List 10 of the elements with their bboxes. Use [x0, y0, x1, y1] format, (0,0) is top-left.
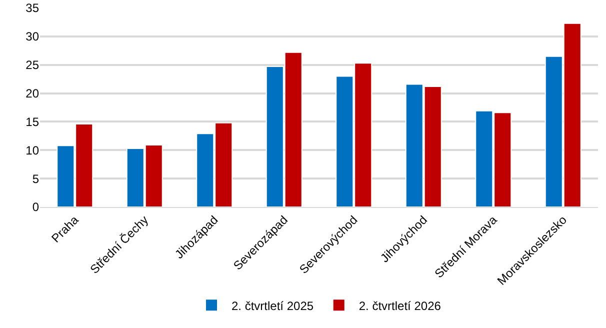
y-tick-label: 25 — [26, 58, 40, 72]
legend-label: 2. čtvrtletí 2026 — [358, 298, 442, 313]
y-tick-label: 15 — [26, 114, 40, 129]
y-tick-label: 20 — [26, 86, 40, 100]
y-tick-label: 10 — [26, 143, 40, 158]
legend-label: 2. čtvrtletí 2025 — [232, 298, 314, 313]
y-tick-label: 30 — [26, 30, 40, 44]
y-tick-label: 0 — [32, 200, 40, 214]
y-tick-label: 5 — [32, 172, 40, 186]
y-tick-label: 35 — [26, 1, 40, 16]
